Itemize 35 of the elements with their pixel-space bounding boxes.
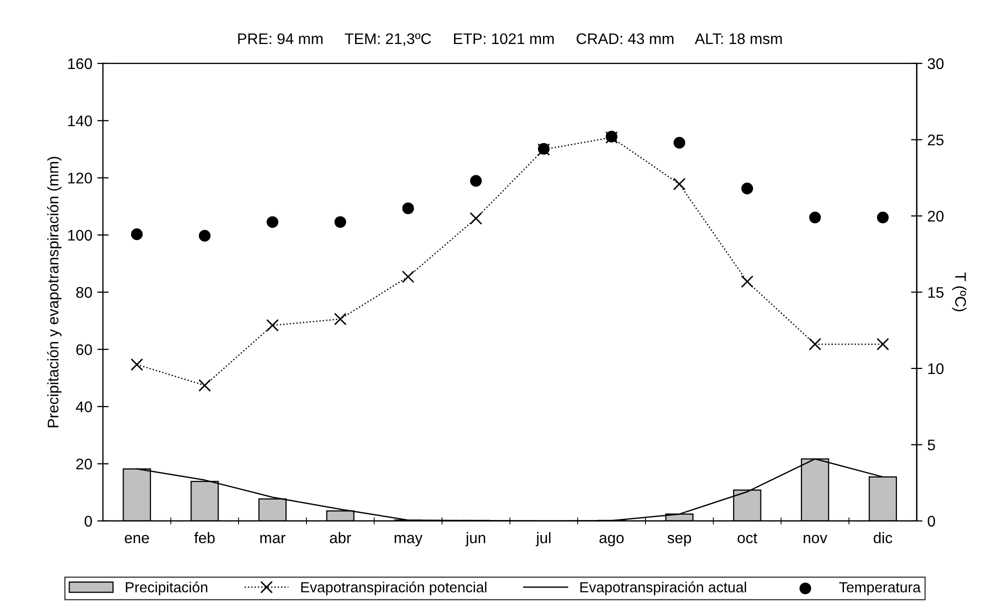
y2-tick-label: 20: [928, 210, 944, 222]
x-tick-label: dic: [874, 532, 892, 544]
y-tick-label: 100: [68, 230, 92, 241]
x-tick-label: sep: [667, 534, 692, 546]
x-tick-label: may: [394, 534, 423, 546]
x-tick-label: jun: [465, 532, 486, 546]
x-tick-label: mar: [260, 534, 286, 544]
chart-title: PRE: 94 mm TEM: 21,3ºC ETP: 1021 mm CRAD: 43 mm ALT: 18 msm: [238, 33, 782, 46]
legend-label: Precipitación: [126, 582, 208, 596]
y2-tick-label: 5: [928, 440, 936, 450]
y2-tick-label: 25: [928, 134, 944, 146]
x-tick-label: ene: [124, 534, 149, 544]
y2-tick-label: 15: [928, 287, 944, 298]
y-tick-label: 160: [68, 58, 92, 70]
y-tick-label: 40: [76, 401, 92, 412]
y-tick-label: 60: [76, 344, 92, 356]
y2-axis-title: T (ºC): [952, 272, 966, 312]
x-tick-label: ago: [599, 534, 624, 546]
y-tick-label: 20: [76, 458, 92, 470]
x-tick-label: jul: [536, 532, 550, 546]
y2-tick-label: 10: [928, 363, 944, 374]
y2-tick-label: 30: [928, 58, 944, 70]
y2-tick-label: 0: [928, 516, 936, 527]
legend-label: Temperatura: [839, 582, 921, 596]
y-axis-title: Precipitación y evapotranspiración (mm): [47, 156, 62, 428]
legend-label: Evapotranspiración actual: [580, 582, 746, 596]
x-tick-label: oct: [738, 533, 758, 544]
x-tick-label: feb: [194, 532, 215, 544]
y-tick-label: 140: [68, 115, 92, 126]
y-tick-label: 0: [84, 516, 92, 527]
y-tick-label: 120: [68, 172, 92, 184]
x-tick-label: nov: [804, 534, 828, 544]
legend-label: Evapotranspiración potencial: [301, 582, 486, 596]
y-tick-label: 80: [76, 287, 92, 298]
x-tick-label: abr: [330, 532, 352, 544]
